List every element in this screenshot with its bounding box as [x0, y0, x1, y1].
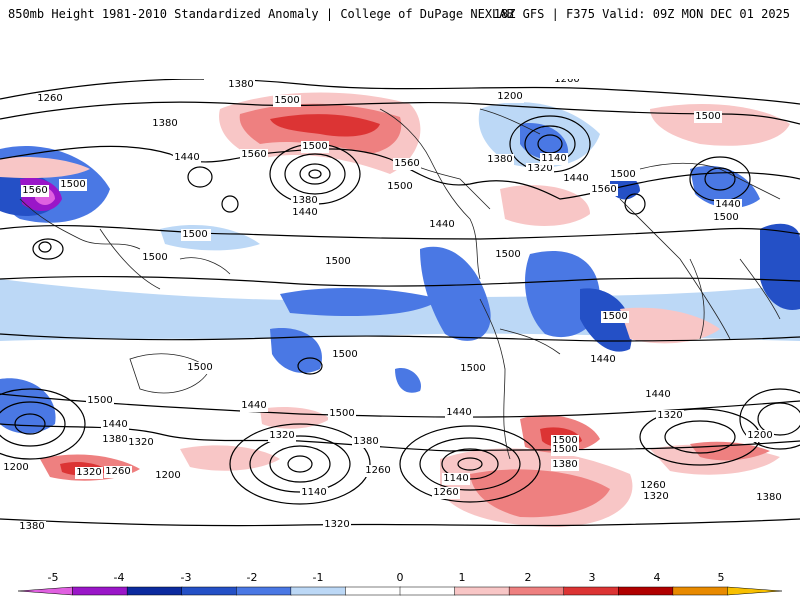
contour-label: 1380: [552, 459, 577, 470]
colorbar-swatch: [345, 586, 401, 596]
contour-label: 1380: [19, 521, 44, 532]
colorbar-swatches: [17, 586, 783, 596]
contour-label: 1320: [527, 163, 552, 174]
contour-label: 1440: [563, 173, 588, 184]
colorbar-tick-label: 1: [459, 571, 466, 584]
model-run-info: 18Z GFS | F375 Valid: 09Z MON DEC 01 202…: [493, 7, 790, 21]
colorbar-tick-label: -5: [48, 571, 59, 584]
positive-anomaly-shading: [0, 92, 790, 527]
contour-label: 1500: [552, 444, 577, 455]
contour-label: 1500: [325, 256, 350, 267]
colorbar-tick-label: 4: [654, 571, 661, 584]
contour-label: 1500: [142, 252, 167, 263]
contour-label: 1260: [640, 480, 665, 491]
contour-label: 1500: [610, 169, 635, 180]
colorbar-swatch: [181, 586, 238, 596]
contour-label: 1380: [292, 195, 317, 206]
contour-label: 1380: [487, 154, 512, 165]
contour-label: 1500: [187, 362, 212, 373]
contour-label: 1500: [60, 179, 85, 190]
map-title: 850mb Height 1981-2010 Standardized Anom…: [8, 7, 514, 21]
colorbar: -5 -4 -3 -2 -1 0 1 2 3 4 5: [17, 571, 783, 596]
contour-label: 1440: [645, 389, 670, 400]
colorbar-swatch: [672, 586, 729, 596]
contour-label: 1260: [37, 93, 62, 104]
contour-label: 1500: [302, 141, 327, 152]
contour-label: 1260: [433, 487, 458, 498]
contour-label: 1320: [269, 430, 294, 441]
colorbar-swatch: [17, 586, 73, 596]
contour-label: 1260: [554, 79, 579, 85]
contour-label: 1200: [3, 462, 28, 473]
colorbar-tick-label: -1: [313, 571, 324, 584]
contour-label: 1440: [102, 419, 127, 430]
colorbar-swatch: [399, 586, 456, 596]
colorbar-swatch: [727, 586, 783, 596]
contour-label: 1500: [182, 229, 207, 240]
contour-label: 1440: [590, 354, 615, 365]
contour-label: 1500: [495, 249, 520, 260]
contour-label: 1500: [460, 363, 485, 374]
contour-label: 1560: [22, 185, 47, 196]
contour-label: 1440: [241, 400, 266, 411]
anomaly-map: 1320 1380 1260 1500 1200 1380 1440 1560 …: [0, 79, 800, 559]
contour-label: 1440: [174, 152, 199, 163]
colorbar-swatch: [236, 586, 292, 596]
contour-label: 1140: [541, 153, 566, 164]
contour-label: 1320: [205, 79, 230, 82]
height-contours: [0, 79, 800, 527]
contour-label: 1380: [102, 434, 127, 445]
contour-label: 1440: [446, 407, 471, 418]
colorbar-tick-label: 3: [589, 571, 596, 584]
contour-label: 1500: [602, 311, 627, 322]
colorbar-tick-labels: -5 -4 -3 -2 -1 0 1 2 3 4 5: [48, 571, 725, 584]
colorbar-swatch: [618, 586, 674, 596]
colorbar-tick-label: 0: [397, 571, 404, 584]
contour-label: 1500: [713, 212, 738, 223]
contour-label: 1200: [747, 430, 772, 441]
contour-label: 1500: [87, 395, 112, 406]
contour-label: 1200: [155, 470, 180, 481]
contour-label: 1200: [497, 91, 522, 102]
contour-label: 1500: [332, 349, 357, 360]
contour-label: 1320: [657, 410, 682, 421]
colorbar-tick-label: 5: [718, 571, 725, 584]
contour-label: 1500: [329, 408, 354, 419]
contour-label: 1440: [715, 199, 740, 210]
colorbar-swatch: [290, 586, 347, 596]
contour-label: 1560: [241, 149, 266, 160]
title-bar: 850mb Height 1981-2010 Standardized Anom…: [0, 0, 800, 28]
contour-label: 1320: [643, 491, 668, 502]
colorbar-tick-label: -3: [181, 571, 192, 584]
contour-label: 1500: [552, 435, 577, 446]
contour-label: 1380: [228, 79, 253, 90]
contour-label: 1560: [394, 158, 419, 169]
colorbar-swatch: [72, 586, 128, 596]
contour-label: 1560: [591, 184, 616, 195]
contour-label: 1380: [756, 492, 781, 503]
contour-label: 1440: [429, 219, 454, 230]
colorbar-swatch: [508, 586, 565, 596]
colorbar-swatch: [563, 586, 620, 596]
contour-label: 1440: [292, 207, 317, 218]
contour-label: 1500: [695, 111, 720, 122]
contour-label-layer: 1320 1380 1260 1500 1200 1380 1440 1560 …: [2, 79, 783, 533]
contour-label: 1320: [324, 519, 349, 530]
colorbar-tick-label: 2: [525, 571, 532, 584]
contour-label: 1320: [76, 467, 101, 478]
contour-label: 1320: [128, 437, 153, 448]
contour-label: 1380: [152, 118, 177, 129]
colorbar-tick-label: -2: [247, 571, 258, 584]
contour-label: 1500: [274, 95, 299, 106]
contour-label: 1140: [301, 487, 326, 498]
colorbar-tick-label: -4: [114, 571, 125, 584]
contour-label: 1260: [105, 466, 130, 477]
contour-label: 1500: [387, 181, 412, 192]
contour-label: 1260: [365, 465, 390, 476]
contour-label: 1380: [353, 436, 378, 447]
colorbar-swatch: [454, 586, 510, 596]
contour-label: 1140: [443, 473, 468, 484]
colorbar-swatch: [126, 586, 183, 596]
